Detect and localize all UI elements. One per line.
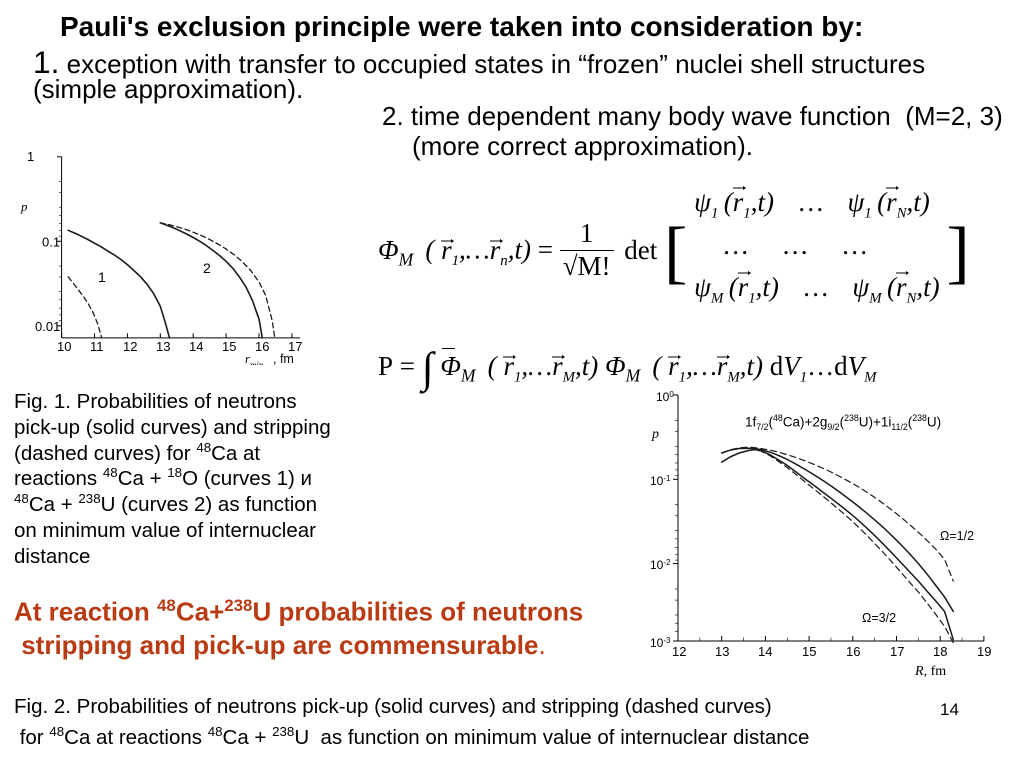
svg-text:13: 13 bbox=[156, 339, 170, 354]
svg-text:14: 14 bbox=[189, 339, 203, 354]
svg-text:16: 16 bbox=[255, 339, 269, 354]
svg-text:15: 15 bbox=[222, 339, 236, 354]
svg-text:18: 18 bbox=[933, 644, 947, 659]
svg-text:p: p bbox=[651, 427, 659, 442]
svg-text:10-3: 10-3 bbox=[650, 636, 671, 651]
svg-text:11: 11 bbox=[90, 339, 104, 354]
svg-text:Ω=3/2: Ω=3/2 bbox=[862, 611, 896, 625]
svg-text:Ω=1/2: Ω=1/2 bbox=[940, 529, 974, 543]
svg-text:16: 16 bbox=[846, 644, 860, 659]
svg-text:15: 15 bbox=[802, 644, 816, 659]
svg-text:1: 1 bbox=[27, 150, 34, 164]
svg-text:2: 2 bbox=[203, 260, 211, 276]
svg-text:10-1: 10-1 bbox=[650, 474, 671, 489]
svg-text:p: p bbox=[20, 199, 28, 214]
svg-text:12: 12 bbox=[123, 339, 137, 354]
svg-text:10-2: 10-2 bbox=[650, 558, 671, 573]
svg-text:12: 12 bbox=[672, 644, 686, 659]
svg-text:, fm: , fm bbox=[273, 352, 294, 365]
svg-text:17: 17 bbox=[890, 644, 904, 659]
svg-text:0.1: 0.1 bbox=[42, 235, 60, 250]
svg-text:13: 13 bbox=[715, 644, 729, 659]
svg-text:0.01: 0.01 bbox=[35, 319, 60, 334]
svg-text:10: 10 bbox=[57, 339, 71, 354]
svg-text:100: 100 bbox=[656, 390, 674, 404]
svg-text:R, fm: R, fm bbox=[914, 664, 946, 679]
svg-text:1: 1 bbox=[98, 269, 106, 285]
svg-text:14: 14 bbox=[758, 644, 772, 659]
svg-text:19: 19 bbox=[977, 644, 991, 659]
